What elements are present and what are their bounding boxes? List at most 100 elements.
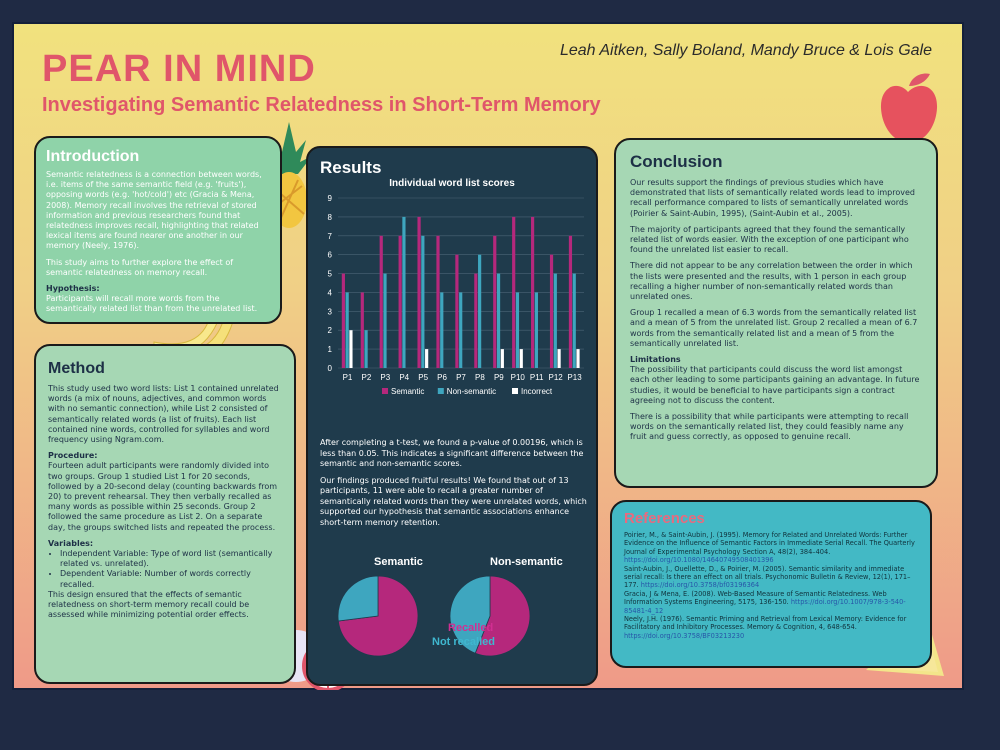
hypothesis-text: Participants will recall more words from… [46, 294, 258, 314]
results-heading: Results [320, 158, 382, 177]
conclusion-p1: Our results support the findings of prev… [630, 178, 915, 218]
bar-semantic-p13 [568, 235, 573, 368]
bar-non-semantic-p2 [364, 330, 368, 368]
hypothesis-label: Hypothesis: [46, 284, 100, 294]
bar-semantic-p2 [360, 292, 364, 368]
bar-semantic-p1 [341, 273, 345, 368]
conclusion-heading: Conclusion [630, 152, 723, 171]
bar-non-semantic-p10 [515, 292, 520, 368]
bar-semantic-p8 [474, 273, 478, 368]
bar-incorrect-p9 [500, 349, 504, 368]
bar-semantic-p6 [436, 235, 440, 368]
variable-dependent: Dependent Variable: Number of words corr… [60, 569, 282, 589]
reference-1-link[interactable]: https://doi.org/10.1080/1464074950840139… [624, 556, 774, 565]
x-tick-label: P10 [511, 373, 526, 382]
x-tick-label: P9 [494, 373, 504, 382]
bar-non-semantic-p11 [534, 292, 538, 368]
bar-semantic-p9 [493, 235, 497, 368]
bar-non-semantic-p1 [345, 292, 349, 368]
x-tick-label: P11 [530, 373, 544, 382]
procedure-text: Fourteen adult participants were randoml… [48, 461, 278, 532]
conclusion-p2: The majority of participants agreed that… [630, 224, 909, 255]
x-tick-label: P6 [437, 373, 447, 382]
bar-incorrect-p13 [576, 349, 580, 368]
legend-swatch [512, 388, 518, 394]
x-tick-label: P12 [548, 373, 563, 382]
y-tick-label: 7 [328, 232, 333, 241]
reference-2: Saint-Aubin, J., Ouellette, D., & Poirie… [624, 564, 911, 590]
x-tick-label: P4 [399, 373, 409, 382]
reference-1: Poirier, M., & Saint-Aubin, J. (1995). M… [624, 531, 915, 565]
pie-slice-semantic-not-recalled [338, 575, 379, 622]
y-tick-label: 4 [328, 288, 333, 297]
introduction-panel: Introduction Semantic relatedness is a c… [34, 136, 282, 324]
conclusion-p5: The possibility that participants could … [630, 365, 920, 405]
x-tick-label: P1 [343, 373, 353, 382]
intro-paragraph: Semantic relatedness is a connection bet… [46, 170, 262, 251]
y-tick-label: 9 [328, 194, 333, 203]
y-tick-label: 1 [328, 345, 333, 354]
legend-not-recalled: Not recalled [432, 636, 495, 648]
x-tick-label: P7 [456, 373, 466, 382]
bar-non-semantic-p7 [459, 292, 463, 368]
results-findings-text: Our findings produced fruitful results! … [320, 475, 587, 527]
y-tick-label: 3 [328, 307, 333, 316]
legend-recalled: Recalled [448, 622, 494, 634]
authors: Leah Aitken, Sally Boland, Mandy Bruce &… [559, 42, 932, 59]
x-tick-label: P2 [361, 373, 371, 382]
bar-non-semantic-p12 [553, 273, 557, 368]
pie-slice-non-semantic-not-recalled [449, 575, 491, 654]
bar-incorrect-p1 [349, 330, 353, 368]
variable-independent: Independent Variable: Type of word list … [60, 549, 282, 569]
x-tick-label: P8 [475, 373, 485, 382]
y-tick-label: 6 [328, 251, 333, 260]
x-tick-label: P5 [418, 373, 428, 382]
bar-semantic-p11 [531, 216, 535, 368]
legend-label: Incorrect [521, 387, 553, 396]
limitations-label: Limitations [630, 355, 681, 365]
conclusion-p6: There is a possibility that while partic… [630, 412, 909, 442]
method-paragraph: This study used two word lists: List 1 c… [48, 384, 279, 445]
x-tick-label: P3 [380, 373, 390, 382]
reference-2-link[interactable]: https://doi.org/10.3758/bf03196364 [640, 581, 760, 590]
introduction-heading: Introduction [46, 148, 140, 165]
references-heading: References [624, 510, 705, 527]
conclusion-panel: Conclusion Our results support the findi… [614, 138, 938, 488]
bar-semantic-p10 [512, 216, 516, 368]
poster-title: PEAR IN MIND [42, 48, 316, 90]
y-tick-label: 0 [328, 364, 333, 373]
bar-non-semantic-p13 [572, 273, 576, 368]
method-panel: Method This study used two word lists: L… [34, 344, 296, 684]
bar-incorrect-p12 [557, 349, 561, 368]
reference-4: Neely, J.H. (1976). Semantic Priming and… [624, 615, 907, 640]
bar-incorrect-p10 [519, 349, 523, 368]
reference-3-link[interactable]: https://doi.org/10.1007/978-3-540-85481-… [624, 598, 906, 615]
bar-semantic-p12 [549, 254, 554, 368]
references-panel: References Poirier, M., & Saint-Aubin, J… [610, 500, 932, 668]
bar-non-semantic-p8 [478, 254, 482, 368]
intro-aim: This study aims to further explore the e… [46, 257, 234, 277]
conclusion-p4: Group 1 recalled a mean of 6.3 words fro… [630, 308, 918, 348]
pie-charts [338, 575, 531, 657]
pie-slice-non-semantic-recalled [474, 575, 531, 657]
results-ttest-text: After completing a t-test, we found a p-… [320, 438, 584, 468]
bar-non-semantic-p6 [440, 292, 444, 368]
legend-swatch [437, 388, 444, 394]
variables-label: Variables: [48, 538, 94, 548]
pie-semantic-label: Semantic [374, 556, 423, 568]
results-panel: Results Individual word list scores 0 1 2 3… [306, 146, 598, 686]
apple-icon [880, 73, 938, 142]
bar-semantic-p7 [455, 254, 459, 368]
procedure-label: Procedure: [48, 451, 98, 461]
reference-4-link[interactable]: https://doi.org/10.3758/BF03213230 [624, 631, 745, 640]
legend-label: Semantic [391, 387, 424, 396]
conclusion-p3: There did not appear to be any correlati… [630, 261, 913, 302]
bar-incorrect-p5 [425, 349, 429, 368]
bar-non-semantic-p4 [402, 216, 406, 368]
bar-chart: 0 1 2 3 4 5 6 7 8 9 P1 P2 P3 P4 P5 P6 P7 P8 P9 P10 P11 P12 P13… [328, 194, 584, 396]
bar-chart-title: Individual word list scores [389, 178, 515, 189]
method-heading: Method [48, 360, 105, 377]
bar-non-semantic-p3 [383, 273, 387, 368]
y-tick-label: 2 [328, 326, 333, 335]
bar-semantic-p3 [379, 235, 383, 368]
